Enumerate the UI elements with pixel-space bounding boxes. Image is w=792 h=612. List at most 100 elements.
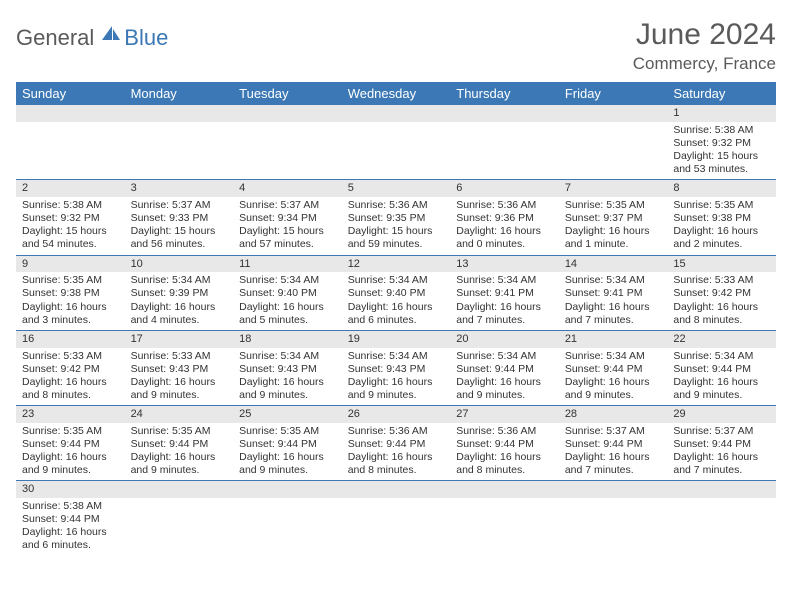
logo: General Blue: [16, 18, 168, 51]
sunset-line: Sunset: 9:43 PM: [348, 363, 445, 376]
day-number: 13: [450, 256, 559, 273]
calendar-cell: [450, 105, 559, 180]
calendar-cell: 2Sunrise: 5:38 AMSunset: 9:32 PMDaylight…: [16, 180, 125, 255]
sunset-line: Sunset: 9:40 PM: [239, 287, 336, 300]
sunrise-line: Sunrise: 5:36 AM: [348, 199, 445, 212]
daylight-line: Daylight: 16 hours and 3 minutes.: [22, 301, 119, 327]
weekday-header: Friday: [559, 82, 668, 105]
day-number: 3: [125, 180, 234, 197]
calendar-cell: [233, 105, 342, 180]
calendar-cell: 22Sunrise: 5:34 AMSunset: 9:44 PMDayligh…: [667, 330, 776, 405]
sunset-line: Sunset: 9:44 PM: [565, 438, 662, 451]
daylight-line: Daylight: 16 hours and 2 minutes.: [673, 225, 770, 251]
sunset-line: Sunset: 9:43 PM: [131, 363, 228, 376]
calendar-row: 30Sunrise: 5:38 AMSunset: 9:44 PMDayligh…: [16, 481, 776, 556]
weekday-header: Monday: [125, 82, 234, 105]
sunrise-line: Sunrise: 5:33 AM: [22, 350, 119, 363]
day-body: Sunrise: 5:36 AMSunset: 9:36 PMDaylight:…: [450, 197, 559, 255]
sunset-line: Sunset: 9:44 PM: [673, 438, 770, 451]
calendar-cell: [233, 481, 342, 556]
day-number: 1: [667, 105, 776, 122]
sunrise-line: Sunrise: 5:36 AM: [456, 425, 553, 438]
sunrise-line: Sunrise: 5:34 AM: [348, 350, 445, 363]
day-body: Sunrise: 5:35 AMSunset: 9:44 PMDaylight:…: [233, 423, 342, 481]
daylight-line: Daylight: 15 hours and 53 minutes.: [673, 150, 770, 176]
sunset-line: Sunset: 9:40 PM: [348, 287, 445, 300]
day-body: Sunrise: 5:34 AMSunset: 9:41 PMDaylight:…: [450, 272, 559, 330]
day-number-empty: [342, 481, 451, 498]
daylight-line: Daylight: 16 hours and 7 minutes.: [565, 451, 662, 477]
daylight-line: Daylight: 16 hours and 9 minutes.: [565, 376, 662, 402]
weekday-header: Sunday: [16, 82, 125, 105]
location: Commercy, France: [633, 54, 776, 74]
day-body: Sunrise: 5:37 AMSunset: 9:44 PMDaylight:…: [667, 423, 776, 481]
sunrise-line: Sunrise: 5:37 AM: [131, 199, 228, 212]
day-number: 23: [16, 406, 125, 423]
sunrise-line: Sunrise: 5:35 AM: [131, 425, 228, 438]
calendar-cell: 16 Sunrise: 5:33 AMSunset: 9:42 PMDayligh…: [16, 330, 125, 405]
day-number: 12: [342, 256, 451, 273]
sunset-line: Sunset: 9:42 PM: [22, 363, 119, 376]
day-number-empty: [233, 481, 342, 498]
sail-icon: [98, 24, 122, 47]
calendar-cell: 11Sunrise: 5:34 AMSunset: 9:40 PMDayligh…: [233, 255, 342, 330]
day-body: Sunrise: 5:34 AMSunset: 9:43 PMDaylight:…: [342, 348, 451, 406]
day-body: Sunrise: 5:33 AMSunset: 9:43 PMDaylight:…: [125, 348, 234, 406]
calendar-table: SundayMondayTuesdayWednesdayThursdayFrid…: [16, 82, 776, 556]
day-body: Sunrise: 5:34 AMSunset: 9:39 PMDaylight:…: [125, 272, 234, 330]
sunrise-line: Sunrise: 5:37 AM: [673, 425, 770, 438]
calendar-cell: [125, 481, 234, 556]
daylight-line: Daylight: 15 hours and 56 minutes.: [131, 225, 228, 251]
calendar-cell: 19Sunrise: 5:34 AMSunset: 9:43 PMDayligh…: [342, 330, 451, 405]
day-number: 6: [450, 180, 559, 197]
sunrise-line: Sunrise: 5:34 AM: [456, 274, 553, 287]
day-body: Sunrise: 5:34 AMSunset: 9:41 PMDaylight:…: [559, 272, 668, 330]
calendar-cell: 20Sunrise: 5:34 AMSunset: 9:44 PMDayligh…: [450, 330, 559, 405]
daylight-line: Daylight: 16 hours and 9 minutes.: [239, 451, 336, 477]
day-body: Sunrise: 5:34 AMSunset: 9:43 PMDaylight:…: [233, 348, 342, 406]
weekday-header-row: SundayMondayTuesdayWednesdayThursdayFrid…: [16, 82, 776, 105]
calendar-cell: 7Sunrise: 5:35 AMSunset: 9:37 PMDaylight…: [559, 180, 668, 255]
day-number-empty: [559, 105, 668, 122]
day-number: 16: [16, 331, 125, 348]
day-number: 25: [233, 406, 342, 423]
day-body: Sunrise: 5:36 AMSunset: 9:44 PMDaylight:…: [450, 423, 559, 481]
weekday-header: Wednesday: [342, 82, 451, 105]
calendar-cell: 25Sunrise: 5:35 AMSunset: 9:44 PMDayligh…: [233, 406, 342, 481]
day-number-empty: [342, 105, 451, 122]
daylight-line: Daylight: 16 hours and 0 minutes.: [456, 225, 553, 251]
daylight-line: Daylight: 16 hours and 8 minutes.: [673, 301, 770, 327]
daylight-line: Daylight: 16 hours and 8 minutes.: [456, 451, 553, 477]
day-number: 10: [125, 256, 234, 273]
sunset-line: Sunset: 9:32 PM: [673, 137, 770, 150]
sunset-line: Sunset: 9:44 PM: [456, 363, 553, 376]
daylight-line: Daylight: 16 hours and 9 minutes.: [348, 376, 445, 402]
calendar-cell: 29Sunrise: 5:37 AMSunset: 9:44 PMDayligh…: [667, 406, 776, 481]
day-body: Sunrise: 5:36 AMSunset: 9:44 PMDaylight:…: [342, 423, 451, 481]
sunset-line: Sunset: 9:44 PM: [239, 438, 336, 451]
day-number: 18: [233, 331, 342, 348]
day-body: Sunrise: 5:35 AMSunset: 9:38 PMDaylight:…: [667, 197, 776, 255]
day-number-empty: [125, 481, 234, 498]
sunset-line: Sunset: 9:44 PM: [565, 363, 662, 376]
calendar-cell: 18Sunrise: 5:34 AMSunset: 9:43 PMDayligh…: [233, 330, 342, 405]
day-number: 9: [16, 256, 125, 273]
day-number: 20: [450, 331, 559, 348]
sunset-line: Sunset: 9:32 PM: [22, 212, 119, 225]
daylight-line: Daylight: 16 hours and 9 minutes.: [239, 376, 336, 402]
day-number: 5: [342, 180, 451, 197]
day-body: Sunrise: 5:38 AMSunset: 9:32 PMDaylight:…: [667, 122, 776, 180]
calendar-cell: 27Sunrise: 5:36 AMSunset: 9:44 PMDayligh…: [450, 406, 559, 481]
day-number: 14: [559, 256, 668, 273]
calendar-cell: 17Sunrise: 5:33 AMSunset: 9:43 PMDayligh…: [125, 330, 234, 405]
sunset-line: Sunset: 9:37 PM: [565, 212, 662, 225]
daylight-line: Daylight: 16 hours and 8 minutes.: [22, 376, 119, 402]
day-number: 26: [342, 406, 451, 423]
header: General Blue June 2024 Commercy, France: [16, 18, 776, 74]
calendar-cell: [16, 105, 125, 180]
sunset-line: Sunset: 9:36 PM: [456, 212, 553, 225]
sunrise-line: Sunrise: 5:38 AM: [22, 199, 119, 212]
day-number: 24: [125, 406, 234, 423]
day-number: 7: [559, 180, 668, 197]
month-title: June 2024: [633, 18, 776, 52]
